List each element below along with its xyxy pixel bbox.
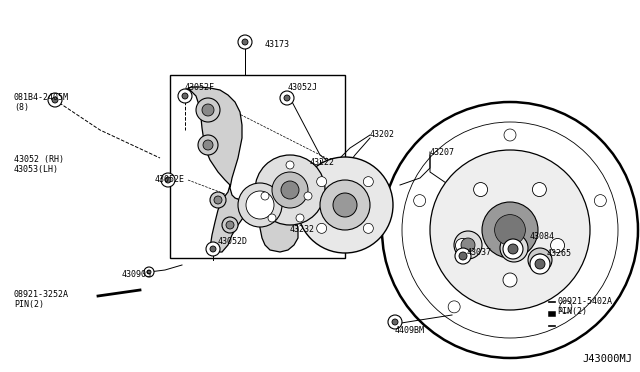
Circle shape	[214, 196, 222, 204]
Circle shape	[495, 215, 525, 246]
Circle shape	[226, 221, 234, 229]
Circle shape	[413, 195, 426, 206]
Text: 43265: 43265	[547, 249, 572, 258]
Circle shape	[246, 191, 274, 219]
Circle shape	[430, 150, 590, 310]
Circle shape	[461, 238, 475, 252]
Circle shape	[320, 180, 370, 230]
Circle shape	[144, 267, 154, 277]
Text: 43207: 43207	[430, 148, 455, 157]
Circle shape	[560, 301, 572, 313]
Circle shape	[317, 177, 326, 187]
Text: 43037: 43037	[467, 248, 492, 257]
Circle shape	[304, 192, 312, 200]
Circle shape	[455, 248, 471, 264]
Text: 43052 (RH)
43053(LH): 43052 (RH) 43053(LH)	[14, 155, 64, 174]
Circle shape	[286, 161, 294, 169]
Circle shape	[281, 181, 299, 199]
Circle shape	[242, 39, 248, 45]
Circle shape	[238, 183, 282, 227]
Circle shape	[456, 238, 470, 253]
Circle shape	[474, 183, 488, 196]
Text: 43202: 43202	[370, 130, 395, 139]
Circle shape	[147, 270, 151, 274]
Circle shape	[504, 129, 516, 141]
Text: 43052D: 43052D	[218, 237, 248, 246]
Circle shape	[388, 315, 402, 329]
Circle shape	[165, 177, 171, 183]
Circle shape	[508, 244, 518, 254]
Text: 08921-3252A
PIN(2): 08921-3252A PIN(2)	[14, 290, 69, 310]
Circle shape	[284, 95, 290, 101]
Circle shape	[595, 195, 606, 206]
Circle shape	[503, 239, 523, 259]
Text: J43000MJ: J43000MJ	[582, 354, 632, 364]
Circle shape	[48, 93, 62, 107]
Circle shape	[268, 214, 276, 222]
Circle shape	[161, 173, 175, 187]
Circle shape	[534, 254, 546, 266]
Text: 00921-5402A
PIN(2): 00921-5402A PIN(2)	[557, 297, 612, 317]
Circle shape	[222, 217, 238, 233]
Circle shape	[333, 193, 357, 217]
Circle shape	[550, 238, 564, 253]
Circle shape	[196, 98, 220, 122]
Text: 43232: 43232	[290, 225, 315, 234]
Circle shape	[206, 242, 220, 256]
Text: 43052J: 43052J	[288, 83, 318, 92]
Circle shape	[535, 259, 545, 269]
Polygon shape	[188, 87, 298, 252]
Text: 43052E: 43052E	[155, 175, 185, 184]
Circle shape	[178, 89, 192, 103]
Circle shape	[255, 155, 325, 225]
Circle shape	[503, 273, 517, 287]
Circle shape	[500, 234, 528, 262]
Text: 43084: 43084	[530, 232, 555, 241]
Text: 43090S: 43090S	[122, 270, 152, 279]
Circle shape	[297, 157, 393, 253]
Circle shape	[238, 35, 252, 49]
Circle shape	[52, 97, 58, 103]
Circle shape	[296, 214, 304, 222]
Text: 43173: 43173	[265, 40, 290, 49]
Text: 4409BM: 4409BM	[395, 326, 425, 335]
Circle shape	[280, 91, 294, 105]
Circle shape	[203, 140, 213, 150]
Circle shape	[182, 93, 188, 99]
Circle shape	[198, 135, 218, 155]
Text: 43052F: 43052F	[185, 83, 215, 92]
Circle shape	[507, 241, 521, 255]
Circle shape	[210, 192, 226, 208]
Circle shape	[528, 248, 552, 272]
Circle shape	[317, 223, 326, 233]
Circle shape	[392, 319, 398, 325]
Bar	[170, 75, 345, 258]
Circle shape	[272, 172, 308, 208]
Text: 43222: 43222	[310, 158, 335, 167]
Circle shape	[454, 231, 482, 259]
Circle shape	[482, 202, 538, 258]
Circle shape	[364, 177, 373, 187]
Circle shape	[210, 246, 216, 252]
Text: 081B4-2405M
(8): 081B4-2405M (8)	[14, 93, 69, 112]
Circle shape	[448, 301, 460, 313]
Circle shape	[364, 223, 373, 233]
Circle shape	[261, 192, 269, 200]
Circle shape	[459, 252, 467, 260]
Circle shape	[530, 254, 550, 274]
Circle shape	[202, 104, 214, 116]
Circle shape	[532, 183, 547, 196]
